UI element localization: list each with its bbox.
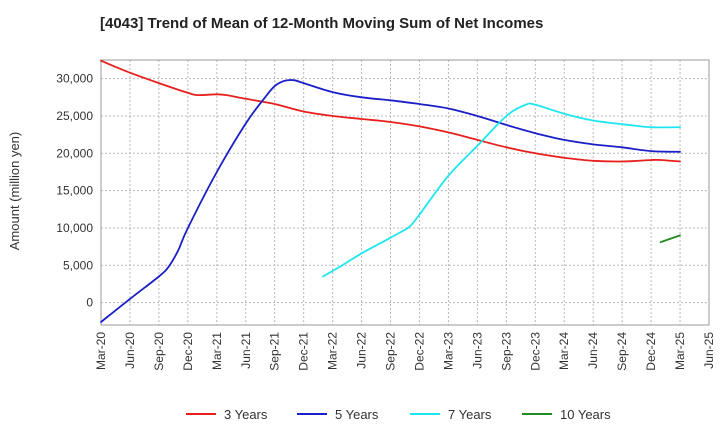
y-tick-label: 25,000 (56, 109, 93, 123)
series-line-7-years (322, 102, 681, 278)
y-tick-label: 15,000 (56, 184, 93, 198)
x-tick-label: Mar-24 (557, 332, 571, 370)
legend-label-7-years: 7 Years (448, 407, 492, 422)
series-layer (100, 59, 681, 323)
x-tick-label: Jun-25 (702, 332, 716, 369)
series-line-10-years (659, 234, 681, 243)
x-tick-label: Dec-21 (297, 332, 311, 371)
x-tick-label: Mar-21 (210, 332, 224, 370)
grid-layer (100, 60, 710, 325)
y-tick-label: 10,000 (56, 221, 93, 235)
series-line-5-years (100, 79, 681, 323)
legend-label-10-years: 10 Years (560, 407, 611, 422)
x-tick-label: Jun-20 (123, 332, 137, 369)
x-tick-label: Sep-23 (499, 332, 513, 371)
series-line-3-years (100, 59, 681, 163)
x-tick-label: Jun-23 (470, 332, 484, 369)
x-tick-label: Sep-21 (268, 332, 282, 371)
y-tick-label: 20,000 (56, 146, 93, 160)
legend-label-5-years: 5 Years (335, 407, 379, 422)
x-tick-label: Dec-22 (412, 332, 426, 371)
y-tick-label: 30,000 (56, 72, 93, 86)
x-tick-label: Mar-20 (94, 332, 108, 370)
x-tick-label: Dec-24 (644, 332, 658, 371)
y-tick-label: 0 (86, 296, 93, 310)
y-tick-label: 5,000 (63, 258, 93, 272)
y-axis-title: Amount (million yen) (7, 132, 22, 251)
x-tick-label: Dec-23 (528, 332, 542, 371)
x-tick-label: Sep-22 (384, 332, 398, 371)
x-tick-label: Jun-21 (239, 332, 253, 369)
x-tick-label: Mar-25 (673, 332, 687, 370)
x-tick-label: Sep-20 (152, 332, 166, 371)
legend-label-3-years: 3 Years (224, 407, 268, 422)
x-tick-label: Mar-22 (326, 332, 340, 370)
x-tick-label: Mar-23 (441, 332, 455, 370)
plot-frame (100, 59, 710, 326)
x-tick-label: Dec-20 (181, 332, 195, 371)
axis-layer: 0 5,000 10,000 15,000 20,000 25,000 30,000 Mar-… (56, 59, 716, 371)
x-tick-label: Jun-24 (586, 332, 600, 369)
legend-layer: 3 Years 5 Years 7 Years 10 Years (186, 407, 611, 422)
chart-title: [4043] Trend of Mean of 12-Month Moving … (100, 15, 544, 32)
x-tick-label: Jun-22 (355, 332, 369, 369)
x-tick-label: Sep-24 (615, 332, 629, 371)
